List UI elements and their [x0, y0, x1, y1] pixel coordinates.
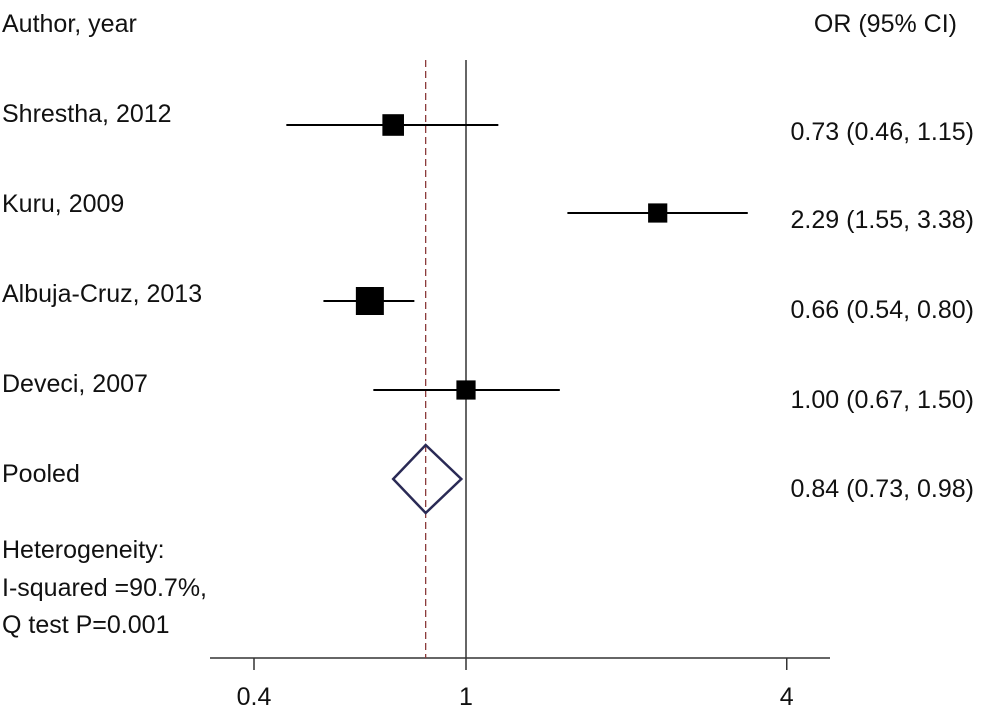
study-square	[355, 287, 384, 315]
heterogeneity-line: I-squared =90.7%,	[2, 574, 207, 602]
study-column-header: Author, year	[2, 10, 137, 38]
x-tick-label: 4	[780, 683, 794, 711]
effect-texts: 0.73 (0.46, 1.15) 2.29 (1.55, 3.38) 0.66…	[791, 118, 974, 503]
pooled-label: Pooled	[2, 460, 80, 488]
heterogeneity-line: Heterogeneity:	[2, 536, 165, 564]
study-square	[456, 380, 476, 400]
reference-lines	[425, 60, 467, 658]
effect-text: 2.29 (1.55, 3.38)	[791, 206, 974, 234]
study-square	[648, 203, 668, 223]
heterogeneity-note: Heterogeneity: I-squared =90.7%, Q test …	[2, 536, 207, 639]
study-marks	[286, 114, 748, 515]
effect-text: 0.66 (0.54, 0.80)	[791, 296, 974, 324]
x-tick-label: 0.4	[237, 683, 272, 711]
study-square	[382, 114, 404, 136]
pooled-diamond	[391, 443, 464, 515]
effect-text: 0.84 (0.73, 0.98)	[791, 475, 974, 503]
study-labels: Shrestha, 2012 Kuru, 2009 Albuja-Cruz, 2…	[2, 100, 202, 488]
heterogeneity-line: Q test P=0.001	[2, 611, 169, 639]
study-label: Albuja-Cruz, 2013	[2, 280, 202, 308]
study-label: Deveci, 2007	[2, 370, 148, 398]
effect-text: 0.73 (0.46, 1.15)	[791, 118, 974, 146]
x-axis: 0.4 1 4	[210, 657, 830, 711]
x-tick-label: 1	[459, 683, 473, 711]
effect-column-header: OR (95% CI)	[814, 10, 957, 38]
effect-text: 1.00 (0.67, 1.50)	[791, 386, 974, 414]
study-label: Kuru, 2009	[2, 190, 124, 218]
study-label: Shrestha, 2012	[2, 100, 172, 128]
